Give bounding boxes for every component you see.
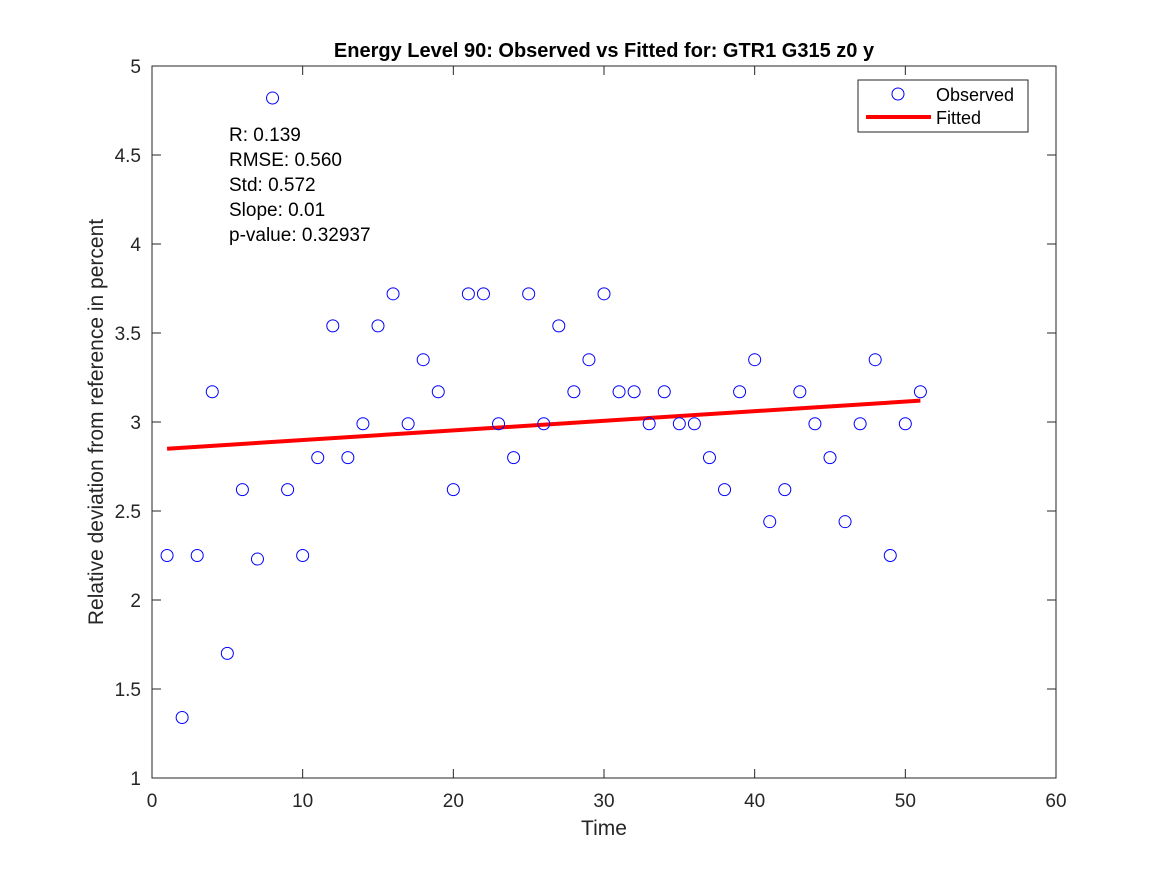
annotation-slope: Slope: 0.01 [229, 200, 325, 221]
observed-point [235, 483, 249, 497]
observed-point [552, 319, 566, 333]
observed-point [567, 385, 581, 399]
legend-observed-marker [891, 87, 905, 101]
legend-box [857, 79, 1029, 133]
x-tick-label: 20 [443, 791, 464, 812]
observed-point [868, 353, 882, 367]
y-tick-label: 4.5 [115, 146, 141, 167]
y-tick-label: 2 [130, 591, 141, 612]
observed-point [642, 417, 656, 431]
observed-point [702, 451, 716, 465]
y-tick-label: 1 [130, 769, 141, 790]
observed-point [883, 549, 897, 562]
y-tick-label: 4 [130, 235, 141, 256]
observed-point [808, 417, 822, 431]
observed-point [266, 91, 280, 105]
annotation-r: R: 0.139 [229, 125, 301, 146]
y-tick-labels: 1 1.5 2 2.5 3 3.5 4 4.5 5 [115, 57, 142, 790]
observed-point [371, 319, 385, 333]
x-tick-label: 10 [292, 791, 313, 812]
observed-point [311, 451, 325, 465]
observed-point [913, 385, 927, 399]
observed-point [175, 710, 189, 724]
observed-point [386, 287, 400, 301]
y-tick-label: 3 [130, 413, 141, 434]
observed-point [597, 287, 611, 301]
observed-point [898, 417, 912, 431]
observed-point [838, 515, 852, 529]
observed-point [190, 549, 204, 562]
observed-point [627, 385, 641, 399]
observed-series [160, 91, 927, 724]
observed-point [778, 483, 792, 497]
x-tick-label: 0 [147, 791, 158, 812]
annotation-rmse: RMSE: 0.560 [229, 150, 342, 171]
chart-title: Energy Level 90: Observed vs Fitted for:… [334, 40, 875, 62]
fitted-series [166, 398, 921, 451]
observed-point [160, 549, 174, 562]
observed-point [507, 451, 521, 465]
observed-point [205, 385, 219, 399]
observed-point [401, 417, 415, 431]
observed-point [793, 385, 807, 399]
observed-point [748, 353, 762, 367]
y-tick-label: 2.5 [115, 502, 141, 523]
observed-point [492, 417, 506, 431]
observed-point [281, 483, 295, 497]
observed-point [250, 552, 264, 566]
observed-point [657, 385, 671, 399]
annotation-std: Std: 0.572 [229, 175, 316, 196]
y-tick-label: 5 [130, 57, 141, 78]
annotation-p-value: p-value: 0.32937 [229, 225, 371, 246]
stats-annotation: R: 0.139 RMSE: 0.560 Std: 0.572 Slope: 0… [229, 125, 371, 246]
observed-point [431, 385, 445, 399]
legend-fitted-label: Fitted [936, 108, 981, 128]
observed-point [672, 417, 686, 431]
observed-point [537, 417, 551, 431]
legend: Observed Fitted [857, 79, 1029, 133]
observed-point [416, 353, 430, 367]
observed-point [446, 483, 460, 497]
observed-point [220, 646, 234, 660]
y-tick-label: 1.5 [115, 680, 141, 701]
x-tick-labels: 0 10 20 30 40 50 60 [147, 791, 1067, 812]
observed-point [687, 417, 701, 431]
observed-point [612, 385, 626, 399]
x-tick-label: 40 [744, 791, 765, 812]
observed-point [356, 417, 370, 431]
legend-observed-label: Observed [936, 85, 1014, 105]
observed-point [461, 287, 475, 301]
observed-point [296, 549, 310, 562]
observed-point [823, 451, 837, 465]
observed-point [582, 353, 596, 367]
observed-point [476, 287, 490, 301]
observed-point [853, 417, 867, 431]
observed-point [522, 287, 536, 301]
observed-point [763, 515, 777, 529]
y-axis-title: Relative deviation from reference in per… [85, 219, 108, 625]
x-tick-label: 60 [1045, 791, 1066, 812]
y-tick-label: 3.5 [115, 324, 141, 345]
x-tick-label: 50 [895, 791, 916, 812]
observed-point [341, 451, 355, 465]
plot-frame [151, 65, 1057, 779]
observed-point [718, 483, 732, 497]
fitted-line [166, 398, 921, 451]
observed-point [733, 385, 747, 399]
x-tick-label: 30 [593, 791, 614, 812]
x-axis-title: Time [581, 817, 627, 840]
observed-point [326, 319, 340, 333]
